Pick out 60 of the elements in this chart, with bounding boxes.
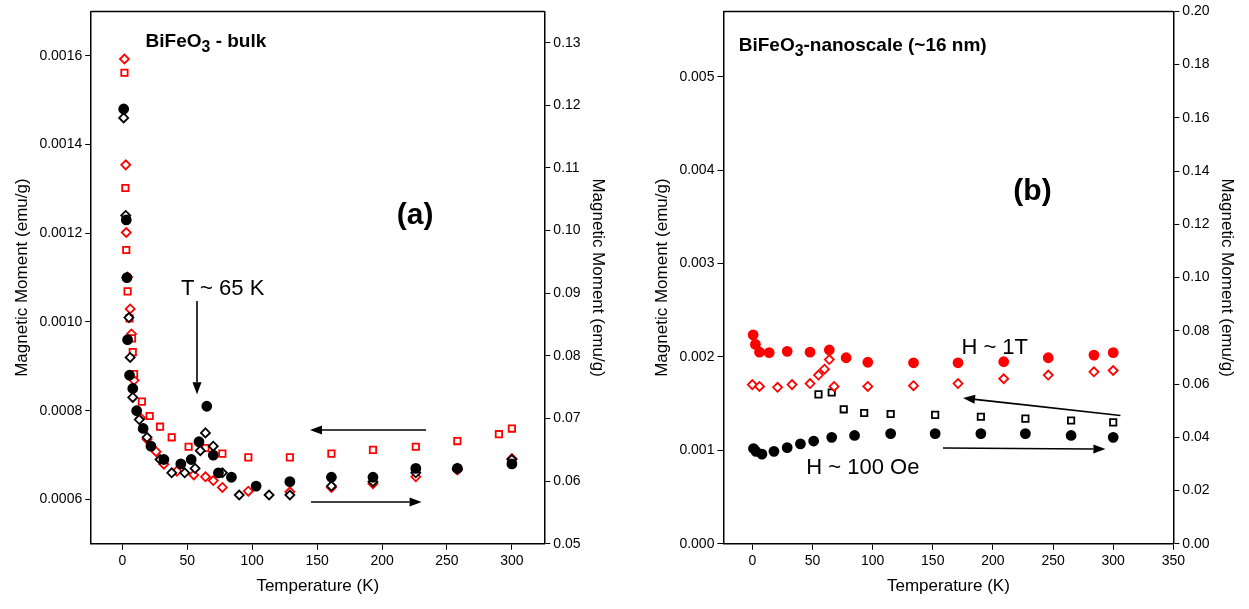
x-tick-label: 100 [240, 552, 265, 569]
y2-tick-label: 0.06 [1182, 374, 1210, 391]
y2-tick-label: 0.12 [553, 96, 581, 113]
y-tick-label: 0.000 [679, 534, 715, 551]
x-tick-label: 350 [1161, 552, 1186, 569]
y-tick-label: 0.0008 [39, 401, 83, 418]
y-tick-label: 0.003 [679, 254, 715, 271]
y2-axis-title: Magnetic Moment (emu/g) [589, 178, 609, 377]
y2-tick-label: 0.20 [1182, 2, 1210, 19]
annotation: H ~ 1T [961, 333, 1029, 360]
y2-tick-label: 0.11 [553, 158, 580, 175]
y2-tick-label: 0.07 [553, 409, 581, 426]
y2-tick-label: 0.05 [553, 534, 581, 551]
annotation: H ~ 100 Oe [806, 454, 920, 481]
x-tick-label: 150 [305, 552, 330, 569]
y-axis-title: Magnetic Moment (emu/g) [651, 178, 671, 377]
x-tick-label: 250 [435, 552, 459, 569]
y2-tick-label: 0.09 [553, 284, 581, 301]
x-tick-label: 200 [981, 552, 1005, 569]
text: BiFeO$_{3}$ - bulk [145, 30, 267, 57]
y2-tick-label: 0.02 [1182, 481, 1210, 498]
y-tick-label: 0.002 [679, 347, 715, 364]
y2-tick-label: 0.16 [1182, 108, 1210, 125]
y2-tick-label: 0.08 [553, 346, 581, 363]
y2-tick-label: 0.06 [553, 472, 581, 489]
y-tick-label: 0.0016 [39, 46, 83, 63]
x-axis-title: Temperature (K) [886, 576, 1010, 596]
y2-tick-label: 0.08 [1182, 321, 1210, 338]
y2-tick-label: 0.12 [1182, 215, 1210, 232]
annotation: (b) [1013, 172, 1052, 207]
x-tick-label: 0 [748, 552, 757, 569]
x-tick-label: 50 [179, 552, 196, 569]
annotation: (a) [396, 196, 434, 231]
y2-tick-label: 0.10 [1182, 268, 1210, 285]
y2-tick-label: 0.13 [553, 33, 581, 50]
y-tick-label: 0.005 [679, 67, 715, 84]
y2-tick-label: 0.10 [553, 221, 581, 238]
annotation: T ~ 65 K [180, 275, 265, 302]
x-tick-label: 300 [1101, 552, 1126, 569]
x-tick-label: 150 [921, 552, 945, 569]
y-tick-label: 0.0006 [39, 490, 83, 507]
x-tick-label: 50 [804, 552, 821, 569]
x-tick-label: 300 [500, 552, 524, 569]
y-tick-label: 0.0014 [39, 135, 83, 152]
y-tick-label: 0.001 [679, 441, 715, 458]
x-tick-label: 250 [1041, 552, 1065, 569]
y-tick-label: 0.0010 [39, 312, 83, 329]
y2-axis-title: Magnetic Moment (emu/g) [1218, 178, 1238, 377]
y2-tick-label: 0.00 [1182, 534, 1210, 551]
x-axis-title: Temperature (K) [256, 576, 380, 596]
x-tick-label: 0 [118, 552, 127, 569]
y-tick-label: 0.0012 [39, 224, 83, 241]
y-axis-title: Magnetic Moment (emu/g) [11, 178, 31, 377]
y-tick-label: 0.004 [679, 161, 715, 178]
y2-tick-label: 0.04 [1182, 428, 1210, 445]
text: BiFeO$_{3}$-nanoscale (~16 nm) [738, 34, 987, 60]
y2-tick-label: 0.18 [1182, 55, 1210, 72]
x-tick-label: 100 [860, 552, 885, 569]
x-tick-label: 200 [370, 552, 394, 569]
y2-tick-label: 0.14 [1182, 161, 1210, 178]
